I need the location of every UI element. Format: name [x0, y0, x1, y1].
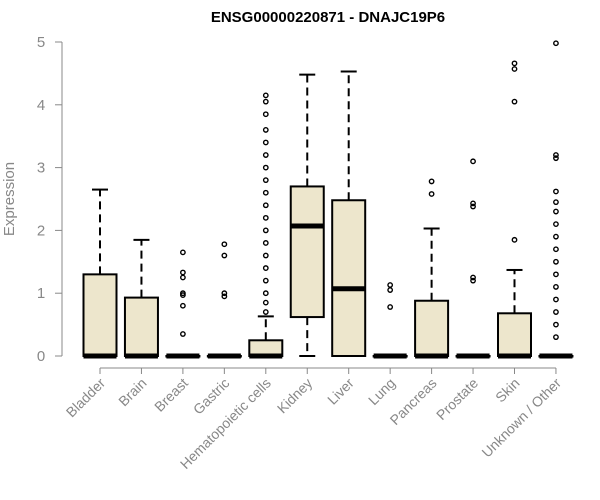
outlier-point	[553, 296, 559, 303]
outlier-point	[470, 200, 476, 207]
x-tick-label: Lung	[365, 375, 398, 408]
outlier-point	[262, 214, 269, 221]
outlier-point	[262, 189, 269, 196]
outlier-point	[179, 331, 186, 337]
box	[497, 312, 532, 357]
outlier-point	[553, 152, 559, 158]
outlier-point	[553, 246, 559, 253]
outlier-point	[553, 233, 559, 240]
outlier-point	[262, 177, 269, 184]
outlier-point	[553, 40, 559, 47]
box	[331, 199, 367, 357]
outlier-point	[511, 60, 518, 67]
box	[414, 299, 450, 357]
box	[123, 296, 159, 358]
box-group-prostate	[455, 158, 491, 359]
outlier-point	[553, 221, 559, 228]
outlier-point	[262, 277, 269, 284]
outlier-point	[221, 252, 228, 259]
outlier-point	[262, 240, 269, 246]
box	[289, 185, 325, 319]
outlier-point	[262, 299, 269, 306]
x-tick-label: Kidney	[274, 375, 316, 417]
outlier-point	[511, 98, 518, 105]
outlier-point	[179, 274, 186, 281]
outlier-point	[262, 92, 269, 99]
outlier-point	[553, 284, 559, 290]
outlier-point	[470, 158, 476, 165]
y-tick-label: 1	[37, 285, 45, 302]
plot-area	[82, 40, 574, 359]
box-group-gastric	[206, 241, 242, 359]
box	[82, 273, 118, 357]
y-tick-label: 0	[37, 348, 45, 365]
outlier-point	[262, 309, 269, 315]
x-tick-label: Bladder	[63, 375, 109, 421]
outlier-point	[221, 293, 228, 300]
box-group-pancreas	[414, 178, 450, 359]
outlier-point	[470, 274, 476, 281]
x-tick-label: Prostate	[433, 375, 481, 423]
outlier-point	[553, 258, 559, 265]
chart-title: ENSG00000220871 - DNAJC19P6	[211, 9, 445, 26]
outlier-point	[553, 271, 559, 278]
outlier-point	[470, 277, 476, 284]
outlier-point	[221, 290, 228, 297]
x-tick-label: Skin	[492, 375, 523, 406]
outlier-point	[262, 127, 269, 133]
box-group-hematopoietic-cells	[248, 92, 284, 359]
outlier-point	[428, 178, 435, 185]
y-axis: 0 1 2 3 4 5	[37, 34, 63, 365]
outlier-point	[179, 290, 186, 297]
y-tick-label: 3	[37, 160, 45, 177]
outlier-point	[553, 309, 559, 315]
box-group-lung	[372, 282, 408, 359]
outlier-point	[553, 199, 559, 206]
outlier-point	[428, 191, 435, 197]
outlier-point	[511, 66, 518, 72]
box-group-breast	[165, 249, 201, 359]
x-tick-label: Liver	[324, 375, 357, 408]
outlier-point	[262, 111, 269, 118]
outlier-point	[470, 203, 476, 210]
box-group-unknown-other	[538, 40, 574, 359]
outlier-point	[262, 202, 269, 209]
x-tick-label: Breast	[151, 375, 191, 415]
outlier-point	[262, 265, 269, 271]
outlier-point	[553, 155, 559, 162]
outlier-point	[511, 236, 518, 243]
y-axis-label: Expression	[1, 162, 18, 236]
y-tick-label: 4	[37, 97, 45, 114]
outlier-point	[553, 321, 559, 328]
outlier-point	[262, 252, 269, 259]
box-group-liver	[331, 70, 367, 357]
x-tick-label: Brain	[115, 375, 149, 409]
outlier-point	[179, 249, 186, 256]
outlier-point	[387, 287, 394, 293]
outlier-point	[179, 269, 186, 276]
outlier-point	[262, 152, 269, 158]
outlier-point	[262, 164, 269, 171]
outlier-point	[553, 334, 559, 341]
box-group-bladder	[82, 188, 118, 359]
outlier-point	[262, 139, 269, 146]
box-group-skin	[497, 60, 532, 359]
outlier-point	[387, 304, 394, 310]
outlier-point	[262, 227, 269, 234]
y-tick-label: 5	[37, 34, 45, 51]
outlier-point	[553, 208, 559, 215]
outlier-point	[553, 188, 559, 195]
outlier-point	[179, 302, 186, 309]
outlier-point	[262, 290, 269, 297]
x-tick-label: Unknown / Other	[478, 375, 564, 461]
outlier-point	[387, 282, 394, 288]
outlier-point	[262, 98, 269, 105]
box-group-brain	[123, 238, 159, 359]
box-group-kidney	[289, 73, 325, 357]
y-tick-label: 2	[37, 222, 45, 239]
outlier-point	[221, 241, 228, 248]
